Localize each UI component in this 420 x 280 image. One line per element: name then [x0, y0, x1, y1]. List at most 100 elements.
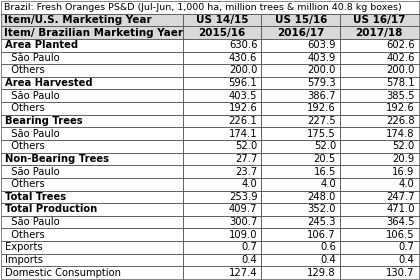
Bar [1, 77, 183, 89]
Bar [261, 115, 340, 127]
Bar [340, 115, 419, 127]
Bar [183, 64, 261, 77]
Bar [261, 254, 340, 266]
Bar [183, 64, 261, 77]
Text: 106.7: 106.7 [307, 230, 336, 240]
Text: 192.6: 192.6 [386, 103, 415, 113]
Bar [1, 39, 183, 52]
Bar [340, 228, 419, 241]
Bar [261, 191, 340, 203]
Text: São Paulo: São Paulo [5, 53, 60, 63]
Bar [261, 254, 340, 266]
Text: 129.8: 129.8 [307, 268, 336, 278]
Bar [261, 39, 340, 52]
Bar [261, 89, 340, 102]
Bar [340, 77, 419, 89]
Bar [183, 216, 261, 228]
Text: 471.0: 471.0 [386, 204, 415, 214]
Bar [261, 52, 340, 64]
Text: 386.7: 386.7 [307, 91, 336, 101]
Bar [261, 39, 340, 52]
Bar [1, 26, 183, 39]
Text: 16.9: 16.9 [392, 167, 415, 177]
Bar [183, 228, 261, 241]
Bar [183, 266, 261, 279]
Bar [340, 26, 419, 39]
Text: 192.6: 192.6 [307, 103, 336, 113]
Text: Domestic Consumption: Domestic Consumption [5, 268, 121, 278]
Bar [340, 153, 419, 165]
Bar [261, 165, 340, 178]
Text: 352.0: 352.0 [307, 204, 336, 214]
Text: 603.9: 603.9 [307, 40, 336, 50]
Bar [1, 178, 183, 191]
Bar [1, 165, 183, 178]
Bar [340, 165, 419, 178]
Bar [261, 191, 340, 203]
Text: 364.5: 364.5 [386, 217, 415, 227]
Text: 300.7: 300.7 [229, 217, 257, 227]
Bar [1, 14, 183, 26]
Bar [261, 64, 340, 77]
Bar [183, 14, 261, 26]
Bar [261, 64, 340, 77]
Text: 130.7: 130.7 [386, 268, 415, 278]
Bar [261, 127, 340, 140]
Text: US 16/17: US 16/17 [353, 15, 406, 25]
Bar [261, 14, 340, 26]
Text: 200.0: 200.0 [307, 66, 336, 76]
Bar [183, 140, 261, 153]
Bar [1, 241, 183, 254]
Bar [340, 266, 419, 279]
Text: 403.5: 403.5 [229, 91, 257, 101]
Bar [1, 14, 183, 26]
Bar [1, 64, 183, 77]
Bar [183, 89, 261, 102]
Text: 409.7: 409.7 [229, 204, 257, 214]
Bar [340, 241, 419, 254]
Bar [261, 115, 340, 127]
Bar [1, 165, 183, 178]
Bar [340, 127, 419, 140]
Text: 403.9: 403.9 [307, 53, 336, 63]
Bar [183, 191, 261, 203]
Bar [340, 254, 419, 266]
Text: 52.0: 52.0 [314, 141, 336, 151]
Text: 578.1: 578.1 [386, 78, 415, 88]
Text: Others: Others [5, 230, 45, 240]
Bar [261, 178, 340, 191]
Bar [183, 216, 261, 228]
Bar [340, 153, 419, 165]
Text: 602.6: 602.6 [386, 40, 415, 50]
Bar [340, 165, 419, 178]
Bar [183, 191, 261, 203]
Text: Area Planted: Area Planted [5, 40, 78, 50]
Bar [1, 191, 183, 203]
Bar [183, 254, 261, 266]
Bar [261, 77, 340, 89]
Text: 0.7: 0.7 [241, 242, 257, 252]
Bar [340, 254, 419, 266]
Bar [1, 140, 183, 153]
Text: Item/ Brazilian Marketing Yaer: Item/ Brazilian Marketing Yaer [4, 28, 183, 38]
Text: 27.7: 27.7 [235, 154, 257, 164]
Bar [1, 102, 183, 115]
Bar [183, 127, 261, 140]
Bar [261, 14, 340, 26]
Bar [340, 191, 419, 203]
Bar [340, 127, 419, 140]
Bar [183, 102, 261, 115]
Text: 4.0: 4.0 [399, 179, 415, 189]
Bar [183, 52, 261, 64]
Text: 0.6: 0.6 [320, 242, 336, 252]
Bar [340, 140, 419, 153]
Bar [340, 52, 419, 64]
Text: 106.5: 106.5 [386, 230, 415, 240]
Text: 2016/17: 2016/17 [277, 28, 324, 38]
Bar [183, 254, 261, 266]
Text: 226.8: 226.8 [386, 116, 415, 126]
Text: 200.0: 200.0 [386, 66, 415, 76]
Bar [340, 14, 419, 26]
Bar [1, 64, 183, 77]
Bar [1, 127, 183, 140]
